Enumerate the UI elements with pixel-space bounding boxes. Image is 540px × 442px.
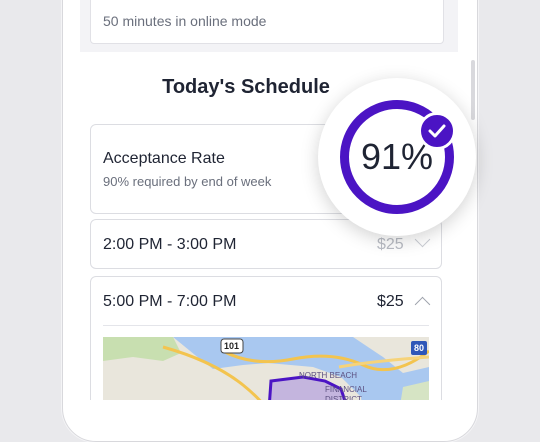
map-view[interactable]: 101 80 NORTH BEACH FINANCIAL DISTRICT	[103, 337, 429, 400]
schedule-slot-2[interactable]: 5:00 PM - 7:00 PM $25 101	[90, 276, 442, 400]
financial-district-label: FINANCIAL DISTRICT	[325, 385, 367, 400]
highway-101-label: 101	[224, 341, 240, 351]
schedule-title: Today's Schedule	[162, 76, 330, 98]
north-beach-label: NORTH BEACH	[299, 371, 358, 380]
slot-time: 2:00 PM - 3:00 PM	[103, 236, 237, 253]
online-time-text: 50 minutes in online mode	[103, 13, 267, 29]
slot-time: 5:00 PM - 7:00 PM	[103, 293, 237, 310]
chevron-down-icon[interactable]	[414, 231, 431, 248]
slot-divider	[103, 325, 429, 326]
map-graphic	[103, 337, 429, 400]
slot-price: $25	[377, 293, 404, 310]
slot-price: $25	[377, 236, 404, 253]
app-screen: 50 minutes in online mode Today's Schedu…	[80, 0, 458, 400]
acceptance-rate-requirement: 90% required by end of week	[103, 174, 272, 189]
acceptance-rate-ring	[340, 100, 454, 214]
highway-80-label: 80	[414, 343, 425, 353]
check-icon	[428, 124, 446, 138]
online-time-card: 50 minutes in online mode	[90, 0, 444, 44]
phone-side-button	[471, 60, 475, 120]
acceptance-rate-label: Acceptance Rate	[103, 150, 225, 167]
chevron-up-icon[interactable]	[414, 296, 431, 313]
acceptance-rate-value: 91%	[360, 136, 434, 177]
acceptance-rate-gauge: 91%	[318, 78, 476, 236]
check-badge	[418, 112, 456, 150]
